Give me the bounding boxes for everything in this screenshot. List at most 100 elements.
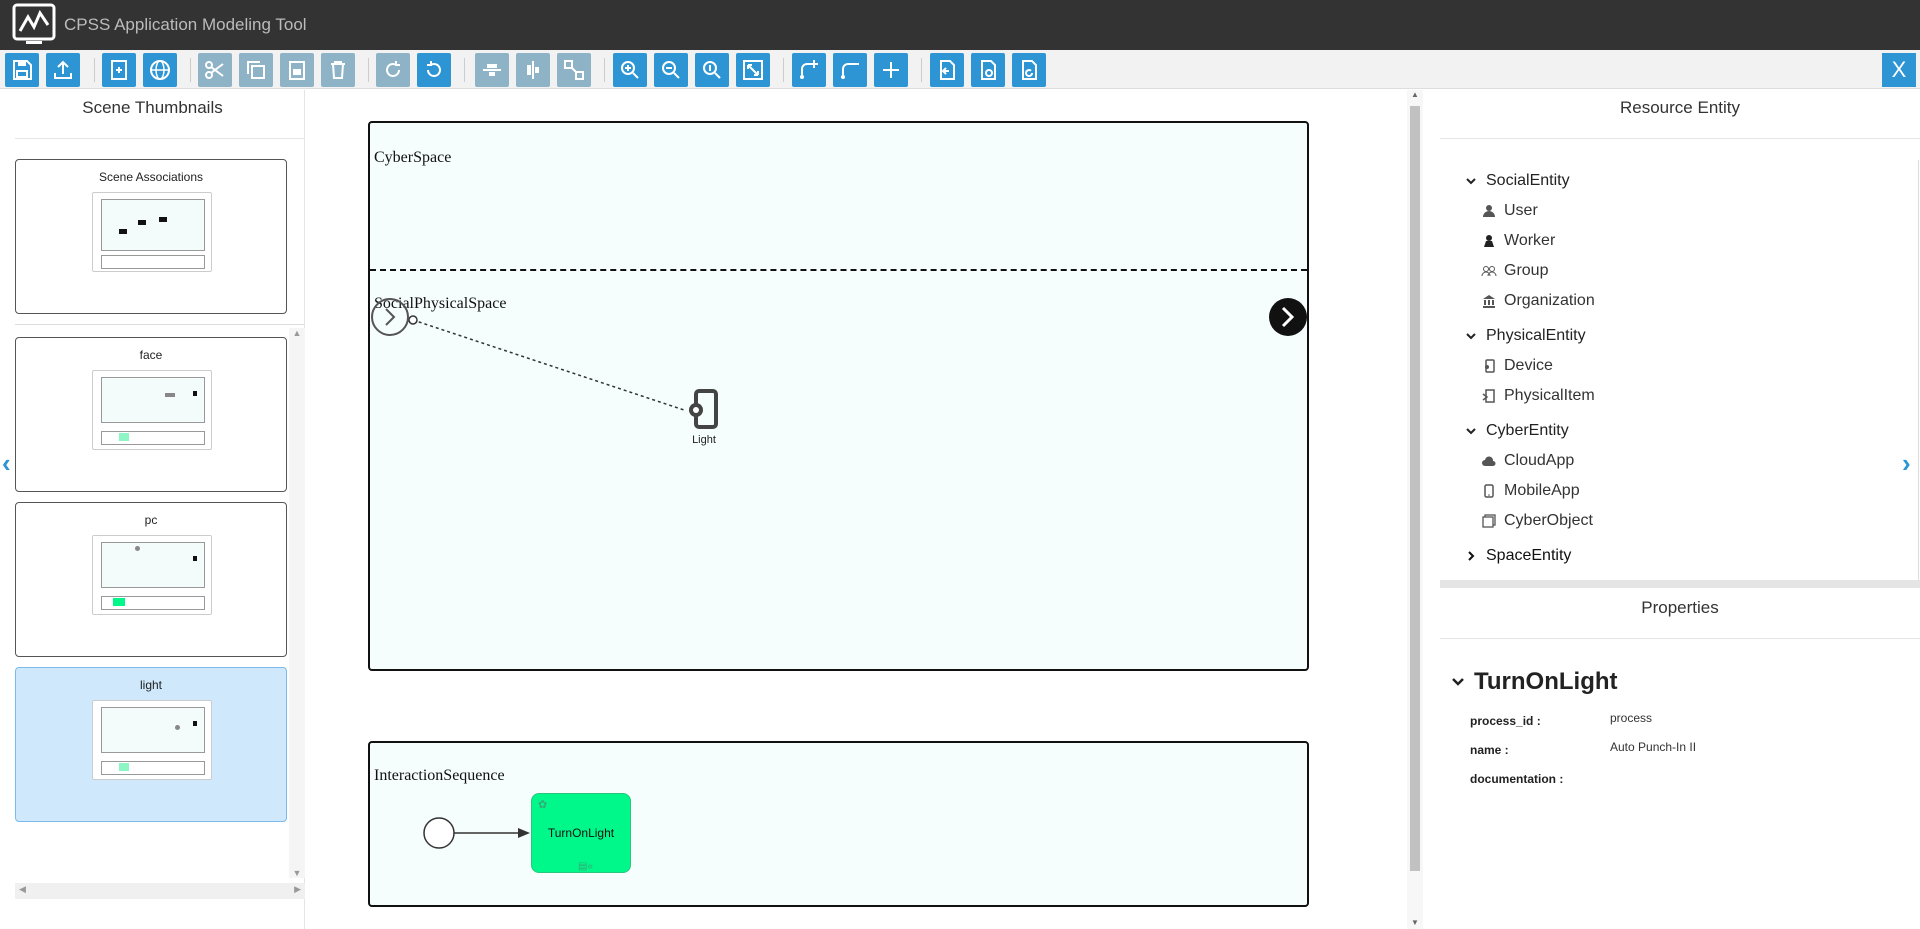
tree-item-organization[interactable]: Organization bbox=[1480, 292, 1595, 310]
tree-group-cyber-entity[interactable]: CyberEntity bbox=[1462, 422, 1569, 440]
tree-item-group[interactable]: Group bbox=[1480, 262, 1548, 280]
prop-key-process-id: process_id : bbox=[1470, 714, 1541, 728]
cut-icon bbox=[205, 61, 224, 79]
undo-button[interactable] bbox=[417, 53, 451, 87]
refresh-icon bbox=[1022, 60, 1037, 80]
auto-layout-icon bbox=[564, 60, 584, 80]
prop-key-name: name : bbox=[1470, 743, 1509, 757]
export-button[interactable] bbox=[971, 53, 1005, 87]
delete-button[interactable] bbox=[321, 53, 355, 87]
cut-button[interactable] bbox=[198, 53, 232, 87]
import-button[interactable] bbox=[930, 53, 964, 87]
modeling-canvas[interactable]: CyberSpace SocialPhysicalSpace Light Int… bbox=[337, 90, 1407, 929]
socialphysical-lane-label: SocialPhysicalSpace bbox=[374, 295, 507, 312]
new-scene-button[interactable] bbox=[102, 53, 136, 87]
tree-item-device[interactable]: Device bbox=[1480, 357, 1553, 375]
tree-item-worker[interactable]: Worker bbox=[1480, 232, 1555, 250]
tree-item-label: Group bbox=[1504, 262, 1549, 279]
prop-value-name[interactable]: Auto Punch-In II bbox=[1610, 740, 1697, 754]
properties-title: Properties bbox=[1641, 598, 1719, 617]
cloud-icon bbox=[1480, 452, 1498, 470]
task-marker-icon: ▤« bbox=[578, 861, 594, 872]
scene-thumbnails-panel: Scene Thumbnails Scene Associations face… bbox=[0, 90, 305, 929]
fit-icon bbox=[743, 60, 763, 80]
remove-connection-button[interactable] bbox=[833, 53, 867, 87]
tree-item-physical-item[interactable]: PhysicalItem bbox=[1480, 387, 1595, 405]
device-icon bbox=[1480, 357, 1498, 375]
properties-element-name[interactable]: TurnOnLight bbox=[1450, 668, 1618, 696]
align-horizontal-button[interactable] bbox=[475, 53, 509, 87]
align-vertical-button[interactable] bbox=[516, 53, 550, 87]
align-vertical-icon bbox=[527, 61, 539, 79]
save-button[interactable] bbox=[5, 53, 39, 87]
mobile-icon bbox=[1480, 482, 1498, 500]
collapse-right-panel-icon[interactable]: › bbox=[1902, 448, 1911, 478]
tree-group-label: SocialEntity bbox=[1486, 172, 1570, 189]
scene-thumbnail-light[interactable]: light bbox=[15, 667, 287, 822]
chevron-down-icon bbox=[1462, 172, 1480, 190]
zoom-in-button[interactable] bbox=[613, 53, 647, 87]
device-gear-icon bbox=[689, 389, 718, 429]
tree-group-social-entity[interactable]: SocialEntity bbox=[1462, 172, 1570, 190]
auto-layout-button[interactable] bbox=[557, 53, 591, 87]
tree-item-cyber-object[interactable]: CyberObject bbox=[1480, 512, 1593, 530]
tree-group-physical-entity[interactable]: PhysicalEntity bbox=[1462, 327, 1586, 345]
save-icon bbox=[13, 60, 32, 80]
redo-button[interactable] bbox=[376, 53, 410, 87]
prop-value-process-id[interactable]: process bbox=[1610, 711, 1653, 725]
globe-icon bbox=[150, 60, 170, 80]
delete-icon bbox=[331, 61, 345, 79]
task-label: TurnOnLight bbox=[547, 826, 615, 840]
tree-item-label: User bbox=[1504, 202, 1538, 219]
add-button[interactable] bbox=[874, 53, 908, 87]
upload-icon bbox=[54, 60, 72, 79]
refresh-button[interactable] bbox=[1012, 53, 1046, 87]
collapse-left-panel-icon[interactable]: ‹ bbox=[2, 448, 11, 478]
app-logo-icon bbox=[12, 3, 56, 47]
thumbnails-horizontal-scrollbar[interactable]: ◀ ▶ bbox=[15, 883, 305, 899]
panel-title: Scene Thumbnails bbox=[82, 98, 223, 117]
panel-splitter[interactable] bbox=[1440, 580, 1920, 588]
resource-entity-title: Resource Entity bbox=[1620, 98, 1740, 117]
task-node-turnonlight[interactable]: TurnOnLight ✿ ▤« bbox=[531, 793, 631, 873]
tree-item-cloud-app[interactable]: CloudApp bbox=[1480, 452, 1574, 470]
tree-item-label: MobileApp bbox=[1504, 482, 1580, 499]
add-connection-button[interactable] bbox=[792, 53, 826, 87]
redo-icon bbox=[386, 61, 400, 77]
worker-icon bbox=[1480, 232, 1498, 250]
thumbnails-vertical-scrollbar[interactable]: ▲ ▼ bbox=[289, 328, 305, 878]
tree-group-space-entity[interactable]: SpaceEntity bbox=[1462, 547, 1571, 565]
right-panel: Resource Entity SocialEntity User Worker… bbox=[1440, 90, 1920, 929]
interaction-sequence-pool[interactable]: InteractionSequence TurnOnLight ✿ ▤« bbox=[368, 741, 1309, 907]
thumb-label: Scene Associations bbox=[98, 170, 204, 184]
paste-button[interactable] bbox=[280, 53, 314, 87]
fit-button[interactable] bbox=[736, 53, 770, 87]
gear-icon: ✿ bbox=[538, 799, 548, 811]
undo-icon bbox=[427, 61, 441, 77]
association-connector bbox=[412, 319, 685, 411]
chevron-down-icon bbox=[1462, 327, 1480, 345]
copy-button[interactable] bbox=[239, 53, 273, 87]
tree-item-label: Organization bbox=[1504, 292, 1595, 309]
tree-item-label: PhysicalItem bbox=[1504, 387, 1595, 404]
tree-item-user[interactable]: User bbox=[1480, 202, 1538, 220]
globe-button[interactable] bbox=[143, 53, 177, 87]
tree-item-mobile-app[interactable]: MobileApp bbox=[1480, 482, 1580, 500]
scene-thumbnail-face[interactable]: face bbox=[15, 337, 287, 492]
scene-associations-card[interactable]: Scene Associations bbox=[15, 159, 287, 314]
device-node-light[interactable]: Light bbox=[682, 389, 722, 446]
tree-item-label: CyberObject bbox=[1504, 512, 1593, 529]
import-icon bbox=[940, 60, 955, 80]
space-pool[interactable]: CyberSpace SocialPhysicalSpace Light bbox=[368, 121, 1309, 671]
upload-button[interactable] bbox=[46, 53, 80, 87]
thumbnail-image bbox=[92, 192, 212, 272]
zoom-out-button[interactable] bbox=[654, 53, 688, 87]
zoom-actual-button[interactable] bbox=[695, 53, 729, 87]
tree-item-label: CloudApp bbox=[1504, 452, 1575, 469]
chevron-down-icon bbox=[1452, 678, 1464, 686]
tree-group-label: PhysicalEntity bbox=[1486, 327, 1586, 344]
close-button[interactable]: X bbox=[1882, 53, 1916, 87]
chevron-right-icon bbox=[1462, 547, 1480, 565]
scene-thumbnail-pc[interactable]: pc bbox=[15, 502, 287, 657]
canvas-vertical-scrollbar[interactable]: ▲ ▼ bbox=[1407, 90, 1423, 929]
